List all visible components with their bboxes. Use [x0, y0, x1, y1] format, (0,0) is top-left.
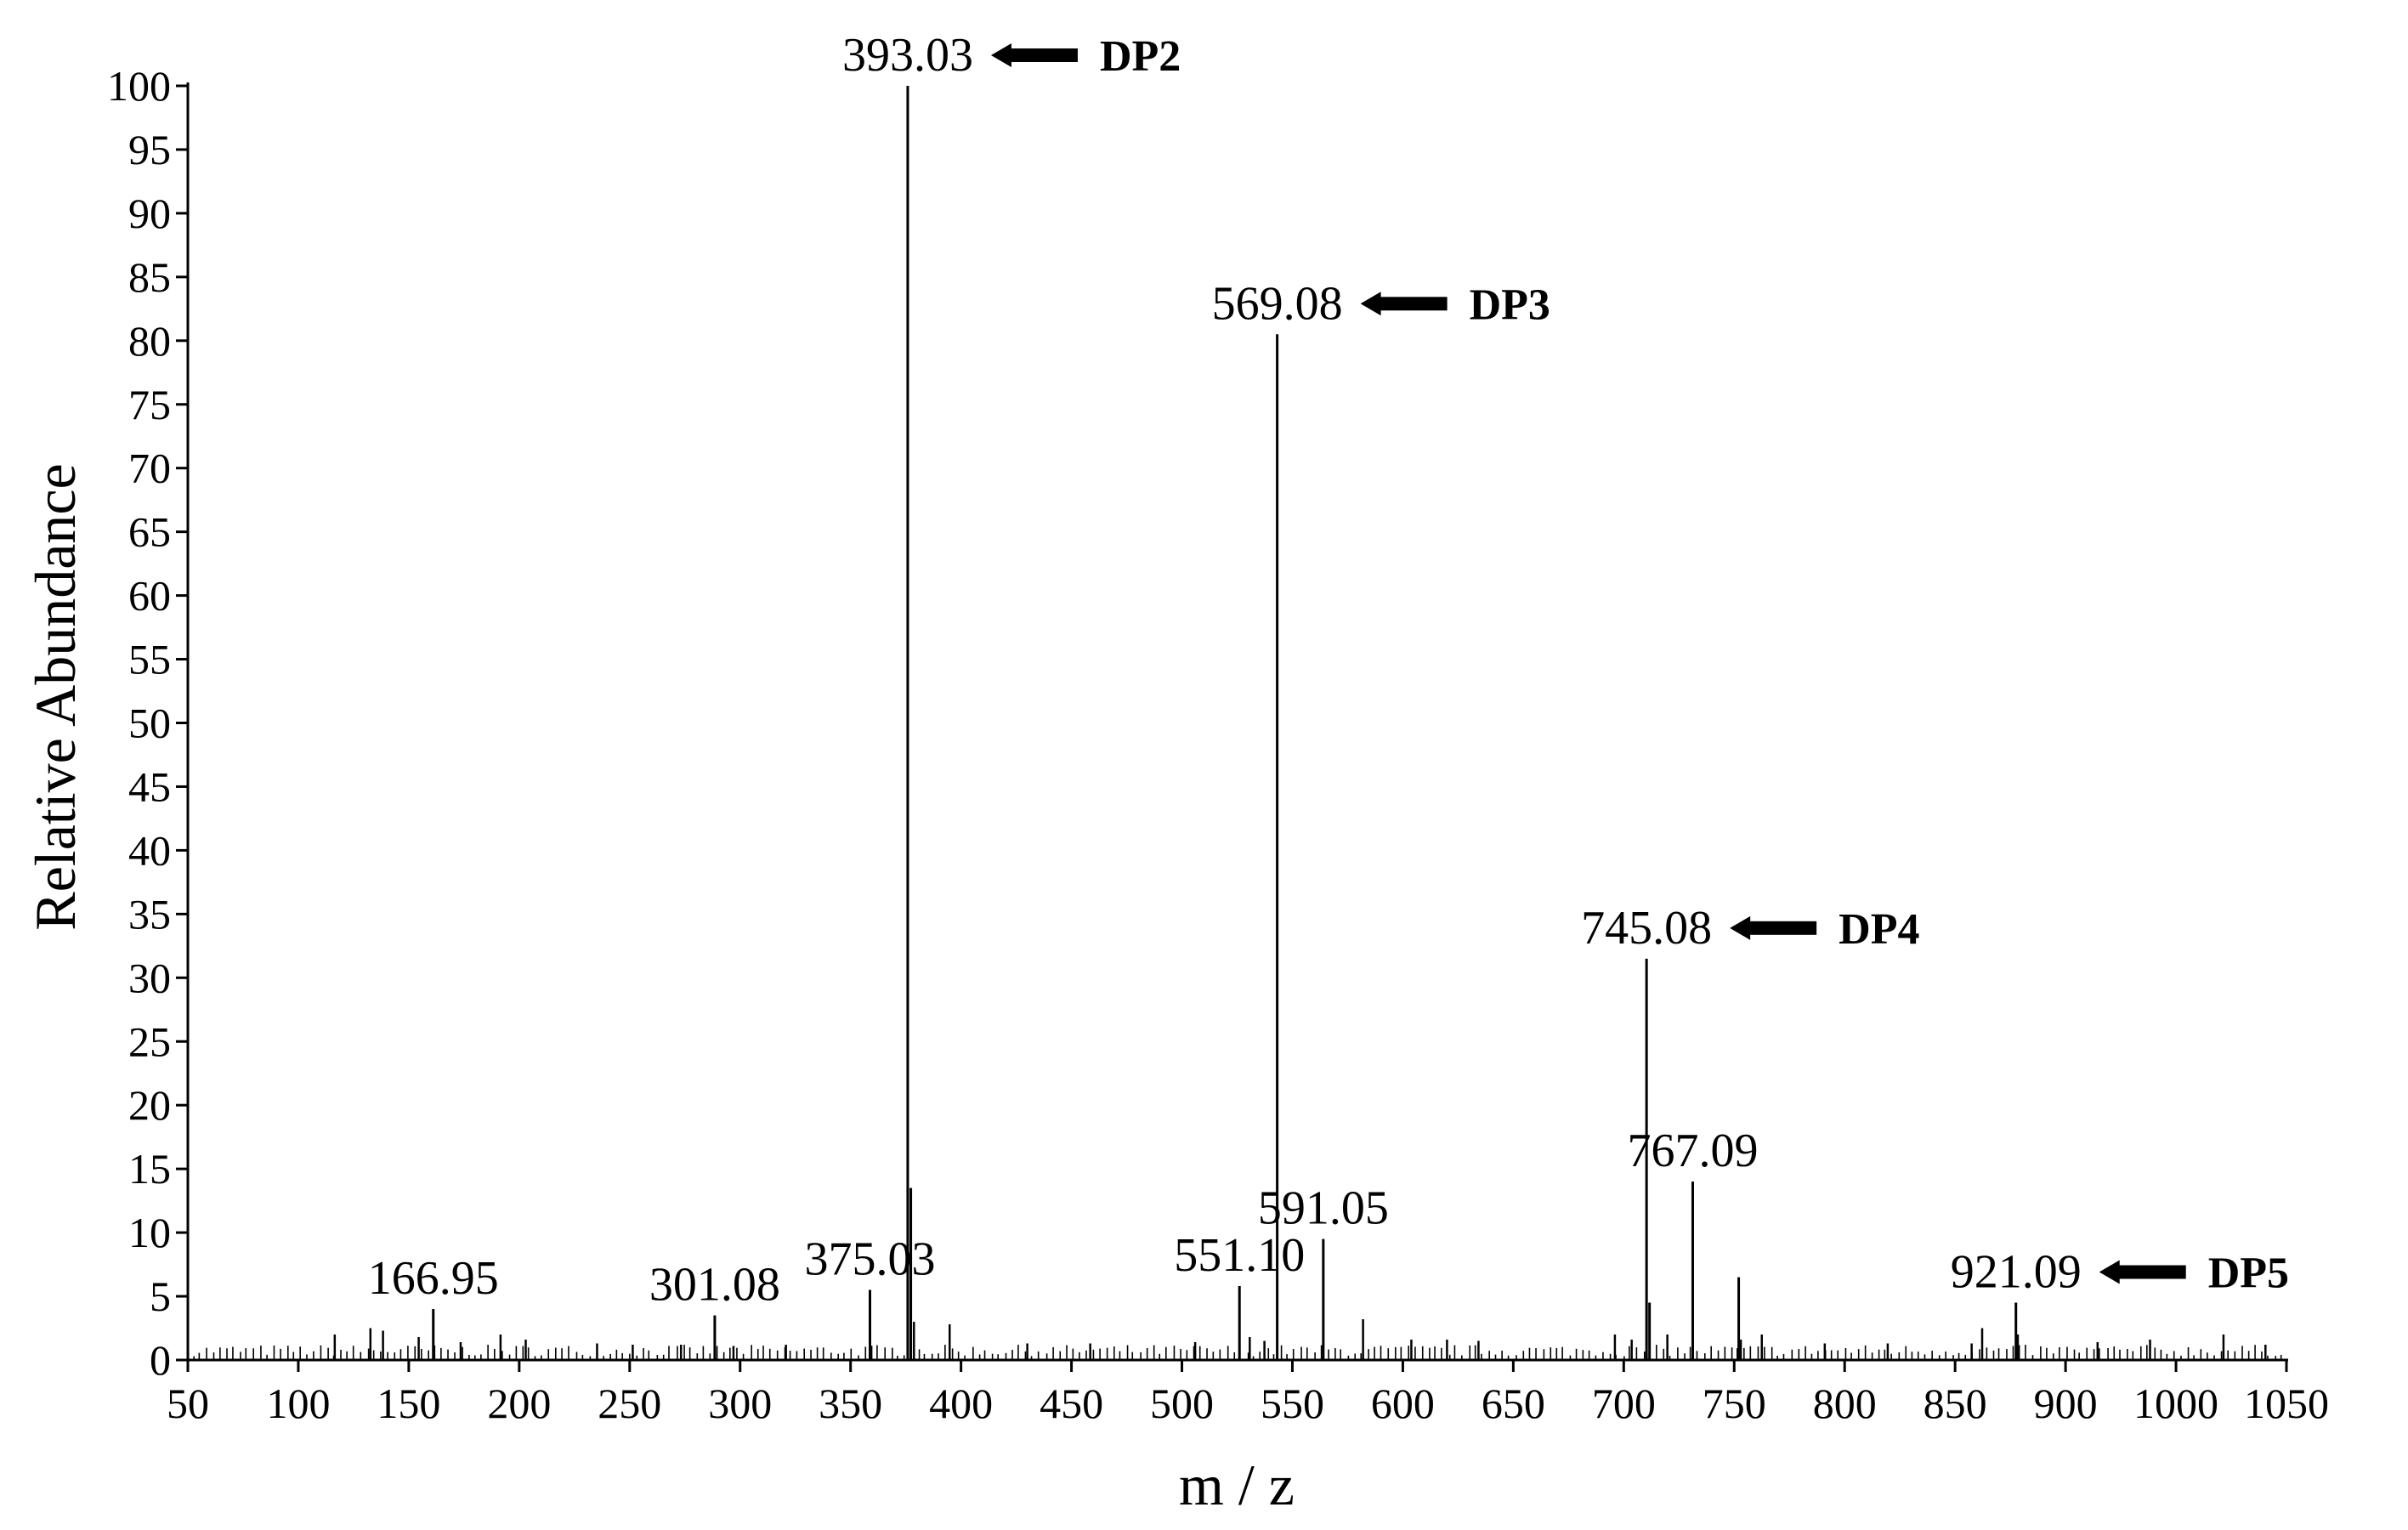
peak-label: 591.05	[1258, 1182, 1389, 1235]
y-tick-label: 85	[128, 253, 171, 301]
dp-label: DP4	[1839, 905, 1919, 954]
peak-label: 745.08	[1581, 902, 1712, 955]
x-axis-title: m / z	[1179, 1453, 1295, 1517]
y-tick-label: 40	[128, 826, 171, 874]
x-tick-label: 700	[1592, 1380, 1656, 1427]
peak-label: 393.03	[842, 29, 973, 82]
peak-label: 301.08	[649, 1259, 780, 1312]
y-tick-label: 25	[128, 1017, 171, 1065]
y-tick-label: 55	[128, 636, 171, 683]
y-tick-label: 5	[150, 1272, 171, 1320]
annotation-arrow	[1730, 915, 1817, 940]
y-tick-label: 0	[150, 1336, 171, 1384]
x-tick-label: 1000	[2133, 1380, 2218, 1427]
y-tick-label: 70	[128, 445, 171, 492]
y-tick-label: 95	[128, 126, 171, 173]
x-tick-label: 50	[167, 1380, 209, 1427]
x-axis: 50 100 150 200 250 300 350 400 450 500 550 600 650 70…	[167, 1358, 2329, 1427]
x-tick-label: 300	[708, 1380, 772, 1427]
noise-peaks	[193, 1319, 2282, 1360]
x-tick-label: 100	[266, 1380, 330, 1427]
y-axis-title: Relative Abundance	[23, 463, 88, 930]
peak-labels: 166.95 301.08 375.03 393.03 DP2 551.10 569.08 D…	[368, 29, 2289, 1312]
annotation-arrow	[990, 43, 1078, 67]
y-tick-label: 75	[128, 381, 171, 428]
y-tick-label: 80	[128, 317, 171, 365]
y-tick-label: 65	[128, 508, 171, 556]
x-tick-label: 350	[819, 1380, 882, 1427]
x-tick-label: 850	[1924, 1380, 1987, 1427]
y-tick-label: 30	[128, 954, 171, 1001]
dp-label: DP5	[2208, 1250, 2289, 1298]
annotation-arrow	[1360, 292, 1448, 316]
x-tick-label: 1050	[2244, 1380, 2329, 1427]
peak-label: 569.08	[1212, 277, 1343, 330]
x-tick-label: 500	[1150, 1380, 1214, 1427]
x-tick-label: 800	[1813, 1380, 1877, 1427]
y-tick-label: 90	[128, 190, 171, 237]
y-tick-label: 100	[107, 62, 171, 110]
y-tick-label: 35	[128, 890, 171, 938]
peak-label: 166.95	[368, 1252, 499, 1305]
x-tick-label: 650	[1482, 1380, 1545, 1427]
x-tick-label: 600	[1371, 1380, 1435, 1427]
y-tick-label: 20	[128, 1081, 171, 1129]
x-tick-label: 400	[929, 1380, 993, 1427]
peak-label: 551.10	[1174, 1229, 1305, 1282]
x-tick-label: 450	[1040, 1380, 1103, 1427]
spectrum-peaks	[432, 86, 2018, 1360]
y-tick-label: 50	[128, 700, 171, 747]
y-tick-label: 60	[128, 572, 171, 620]
y-tick-label: 45	[128, 762, 171, 810]
dp-label: DP2	[1100, 32, 1181, 81]
x-tick-label: 250	[598, 1380, 661, 1427]
peak-label: 767.09	[1627, 1125, 1758, 1177]
peak-label: 375.03	[804, 1233, 935, 1286]
peak-label: 921.09	[1951, 1246, 2082, 1299]
x-tick-label: 900	[2034, 1380, 2098, 1427]
dp-label: DP3	[1470, 280, 1550, 329]
y-tick-label: 10	[128, 1209, 171, 1256]
x-tick-label: 200	[487, 1380, 551, 1427]
annotation-arrow	[2099, 1260, 2186, 1284]
x-tick-label: 750	[1703, 1380, 1766, 1427]
x-tick-label: 150	[377, 1380, 440, 1427]
y-tick-label: 15	[128, 1145, 171, 1193]
x-tick-label: 550	[1261, 1380, 1324, 1427]
y-axis: 0 5 10 15 20 25 30 35 40 45 50 55 60 65 70 75 80 85 90 95 10…	[107, 62, 190, 1384]
